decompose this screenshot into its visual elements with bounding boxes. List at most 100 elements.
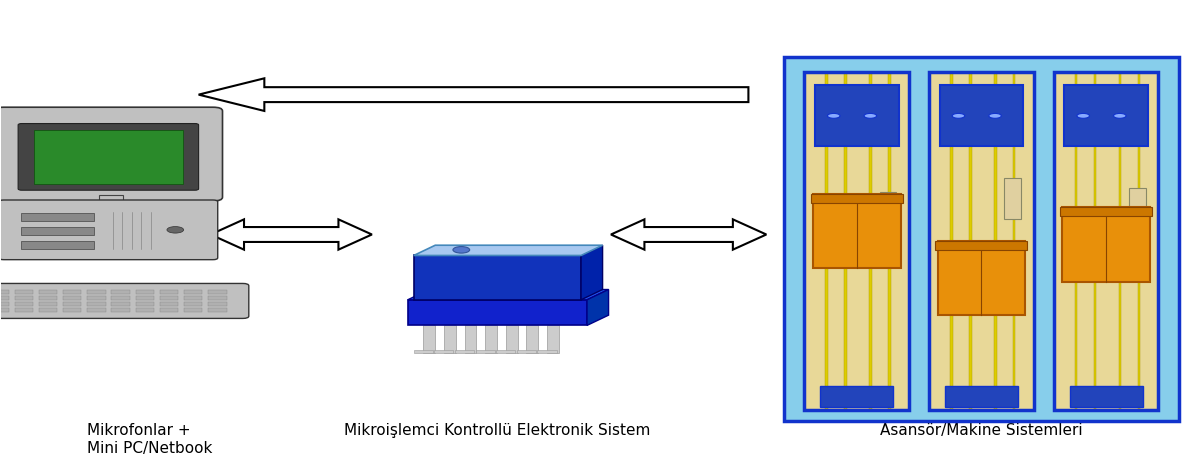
Circle shape <box>167 227 183 233</box>
Text: Mikrofonlar +
Mini PC/Netbook: Mikrofonlar + Mini PC/Netbook <box>87 424 213 456</box>
Bar <box>135 290 155 294</box>
Bar <box>413 256 581 300</box>
Bar <box>111 302 129 306</box>
Circle shape <box>453 247 470 253</box>
Bar <box>135 296 155 300</box>
Bar <box>785 57 1179 421</box>
Bar <box>14 296 34 300</box>
Bar <box>435 350 454 353</box>
Bar <box>476 350 495 353</box>
Bar <box>159 296 179 300</box>
FancyBboxPatch shape <box>0 107 223 201</box>
Bar <box>1004 178 1021 219</box>
Bar <box>516 350 536 353</box>
Bar <box>485 325 497 353</box>
Polygon shape <box>587 289 609 325</box>
Bar <box>34 129 183 184</box>
FancyBboxPatch shape <box>0 283 249 318</box>
Bar <box>812 194 901 268</box>
Bar <box>870 72 872 410</box>
Bar <box>63 302 81 306</box>
Bar <box>455 350 474 353</box>
Bar <box>63 308 81 312</box>
Bar <box>184 296 202 300</box>
Ellipse shape <box>75 210 147 222</box>
Bar <box>407 300 587 325</box>
Bar <box>0 302 8 306</box>
Circle shape <box>988 113 1002 118</box>
Bar <box>1138 72 1140 410</box>
Bar <box>87 290 105 294</box>
Bar <box>1012 72 1016 410</box>
Bar <box>208 290 226 294</box>
Bar <box>38 308 58 312</box>
Bar <box>63 290 81 294</box>
Bar <box>111 296 129 300</box>
Bar <box>184 302 202 306</box>
Bar <box>1060 207 1152 216</box>
Bar <box>950 72 952 410</box>
Circle shape <box>1077 113 1089 118</box>
Polygon shape <box>199 78 749 111</box>
Bar <box>1070 386 1143 407</box>
Bar <box>38 302 58 306</box>
Bar <box>38 296 58 300</box>
Bar <box>1094 72 1096 410</box>
Bar <box>1064 85 1148 146</box>
Bar <box>945 386 1018 407</box>
Bar <box>805 72 909 410</box>
Circle shape <box>1113 113 1126 118</box>
Bar <box>87 296 105 300</box>
Bar <box>20 241 93 250</box>
Polygon shape <box>413 245 603 256</box>
Bar <box>444 325 456 353</box>
Bar <box>938 241 1025 315</box>
Bar <box>825 72 828 410</box>
Bar <box>1075 72 1077 410</box>
Bar <box>930 72 1034 410</box>
Circle shape <box>864 113 877 118</box>
Bar <box>159 308 179 312</box>
Bar <box>969 72 972 410</box>
Bar <box>413 350 432 353</box>
Bar <box>38 290 58 294</box>
FancyBboxPatch shape <box>0 200 218 260</box>
Bar <box>785 57 1179 421</box>
Polygon shape <box>611 219 767 250</box>
Bar <box>815 85 898 146</box>
Circle shape <box>828 113 840 118</box>
Polygon shape <box>581 245 603 300</box>
Bar <box>1054 72 1158 410</box>
Bar <box>526 325 538 353</box>
Bar <box>184 308 202 312</box>
FancyBboxPatch shape <box>18 123 199 190</box>
Bar <box>994 72 997 410</box>
Bar <box>0 290 8 294</box>
Bar <box>99 195 123 216</box>
Bar <box>1119 72 1121 410</box>
Bar <box>1063 207 1150 281</box>
Polygon shape <box>407 289 609 300</box>
Bar <box>547 325 559 353</box>
Bar <box>208 296 226 300</box>
Bar <box>538 350 557 353</box>
Bar <box>888 72 890 410</box>
Bar <box>87 302 105 306</box>
Bar <box>159 302 179 306</box>
Bar <box>0 296 8 300</box>
Bar <box>20 213 93 221</box>
Bar <box>930 72 1034 410</box>
Bar <box>423 325 435 353</box>
Circle shape <box>952 113 964 118</box>
Bar <box>184 290 202 294</box>
Bar <box>87 308 105 312</box>
Bar <box>465 325 477 353</box>
Bar <box>135 308 155 312</box>
Bar <box>159 290 179 294</box>
Polygon shape <box>211 219 371 250</box>
Bar <box>811 194 903 203</box>
Bar <box>821 386 894 407</box>
Bar <box>805 72 909 410</box>
Text: Mikroişlemci Kontrollü Elektronik Sistem: Mikroişlemci Kontrollü Elektronik Sistem <box>344 424 651 439</box>
Bar <box>506 325 518 353</box>
